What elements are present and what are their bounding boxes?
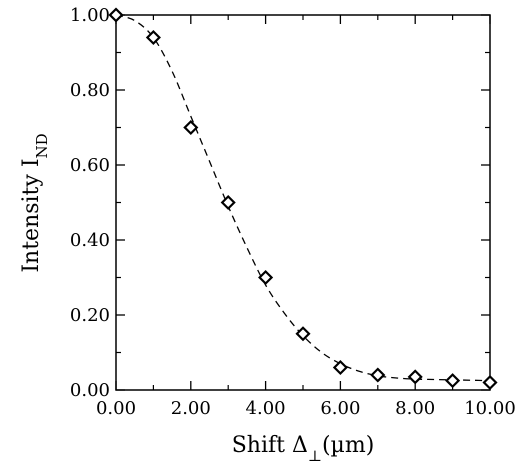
x-tick-label: 2.00 [171, 398, 211, 419]
data-point [108, 7, 124, 23]
ticks [115, 14, 491, 391]
data-point [145, 29, 161, 46]
y-tick-label: 0.40 [70, 230, 110, 251]
data-point [407, 369, 423, 385]
data-point [482, 374, 498, 391]
data-points [108, 7, 498, 391]
fit-curve [115, 14, 491, 382]
y-tick-label: 0.00 [70, 380, 110, 401]
x-tick-label: 6.00 [320, 398, 360, 419]
data-point [258, 269, 274, 286]
data-point [295, 326, 311, 342]
y-tick-label: 0.60 [70, 155, 110, 176]
y-tick-label: 1.00 [70, 5, 110, 26]
x-tick-label: 8.00 [395, 398, 435, 419]
y-tick-label: 0.80 [70, 80, 110, 101]
y-axis-title: Intensity IND [19, 133, 51, 272]
data-point [183, 119, 199, 136]
tick-labels: 0.00 2.00 4.00 6.00 8.00 10.00 0.00 0.20 0.40 0.6… [70, 5, 516, 419]
data-point [370, 367, 386, 383]
data-point [445, 373, 461, 389]
data-point [332, 359, 348, 376]
x-axis-title: Shift Δ⊥(µm) [232, 433, 375, 465]
x-tick-label: 0.00 [96, 398, 136, 419]
y-tick-label: 0.20 [70, 305, 110, 326]
x-tick-label: 4.00 [246, 398, 286, 419]
x-tick-label: 10.00 [464, 398, 516, 419]
data-point [220, 194, 236, 211]
